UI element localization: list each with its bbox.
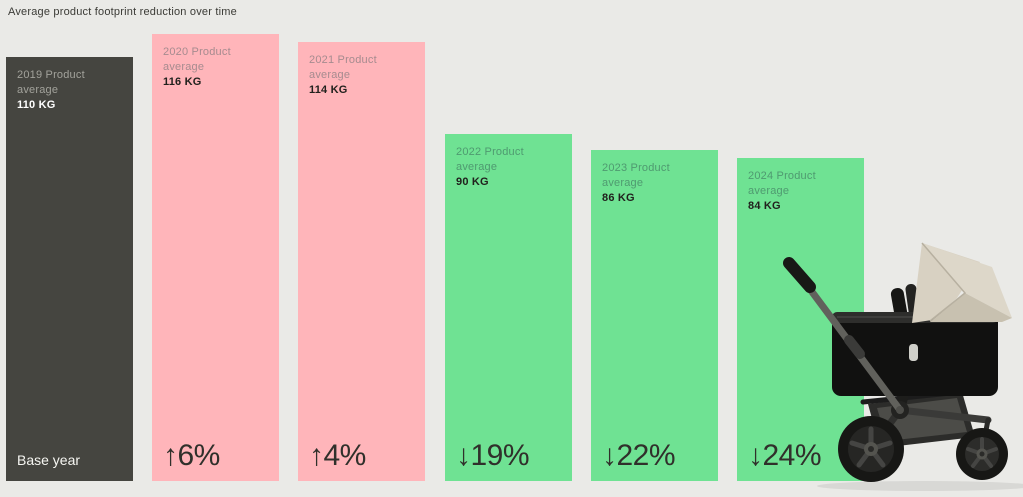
stroller-shadow — [817, 481, 1023, 491]
bar-2020: 2020 Product average 116 KG ↑6% — [152, 34, 279, 481]
bar-year-label: 2019 Product average — [17, 69, 85, 96]
bar-kg-label: 84 KG — [748, 199, 781, 212]
bar-kg-label: 116 KG — [163, 75, 202, 88]
bar-footer-label: Base year — [17, 452, 81, 468]
bar-year-label: 2024 Product average — [748, 170, 816, 197]
bar-2022: 2022 Product average 90 KG ↓19% — [445, 134, 572, 481]
bar-year-label: 2023 Product average — [602, 162, 670, 189]
bar-head: 2023 Product average 86 KG — [602, 161, 708, 206]
bar-year-label: 2020 Product average — [163, 46, 231, 73]
bar-head: 2024 Product average 84 KG — [748, 169, 854, 214]
bar-footer-label: ↓24% — [748, 439, 822, 472]
stroller-clamp — [909, 344, 918, 361]
bar-footer-label: ↑6% — [163, 439, 220, 472]
bar-footer-label: ↓22% — [602, 439, 676, 472]
bar-kg-label: 114 KG — [309, 83, 348, 96]
bar-footer-label: ↓19% — [456, 439, 530, 472]
bar-kg-label: 90 KG — [456, 175, 489, 188]
chart-title: Average product footprint reduction over… — [8, 6, 237, 18]
stroller-handlebar — [783, 257, 909, 419]
bar-head: 2022 Product average 90 KG — [456, 145, 562, 190]
bar-head: 2019 Product average 110 KG — [17, 68, 123, 113]
bar-2019: 2019 Product average 110 KG Base year — [6, 57, 133, 481]
bar-2023: 2023 Product average 86 KG ↓22% — [591, 150, 718, 481]
stroller-canopy — [912, 242, 1012, 323]
stroller-front-wheel — [956, 428, 1008, 480]
bar-year-label: 2021 Product average — [309, 54, 377, 81]
stroller-image — [783, 242, 1023, 491]
bar-kg-label: 110 KG — [17, 98, 56, 111]
bar-footer-label: ↑4% — [309, 439, 366, 472]
stroller-rear-wheel — [838, 416, 904, 482]
bar-2021: 2021 Product average 114 KG ↑4% — [298, 42, 425, 481]
bar-kg-label: 86 KG — [602, 191, 635, 204]
bar-year-label: 2022 Product average — [456, 146, 524, 173]
bar-head: 2020 Product average 116 KG — [163, 45, 269, 90]
bar-head: 2021 Product average 114 KG — [309, 53, 415, 98]
